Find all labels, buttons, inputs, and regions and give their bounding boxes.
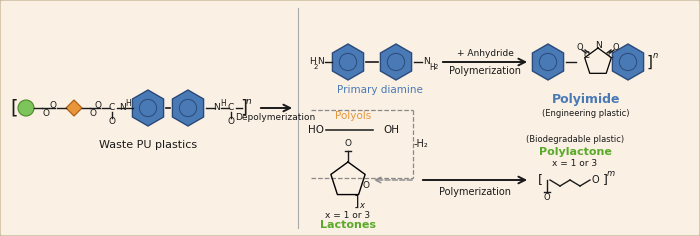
Text: Waste PU plastics: Waste PU plastics	[99, 140, 197, 150]
Text: Polylactone: Polylactone	[538, 147, 611, 157]
Text: O: O	[577, 43, 583, 52]
Text: (Biodegradable plastic): (Biodegradable plastic)	[526, 135, 624, 144]
Text: Depolymerization: Depolymerization	[235, 114, 315, 122]
Text: Polyols: Polyols	[335, 111, 371, 121]
Polygon shape	[332, 44, 363, 80]
Polygon shape	[533, 44, 564, 80]
Text: O: O	[612, 43, 620, 52]
Text: O: O	[228, 118, 234, 126]
Text: n: n	[652, 51, 657, 59]
Text: N: N	[423, 58, 429, 67]
Text: x: x	[360, 202, 365, 211]
Text: O: O	[90, 110, 97, 118]
Text: OH: OH	[383, 125, 399, 135]
Text: HO: HO	[308, 125, 324, 135]
Text: ]: ]	[603, 173, 608, 186]
Text: N: N	[316, 58, 323, 67]
Text: C: C	[607, 51, 613, 60]
Text: O: O	[544, 194, 550, 202]
Text: O: O	[50, 101, 57, 110]
Text: ]: ]	[241, 99, 248, 117]
Text: O: O	[94, 101, 101, 110]
Text: 2: 2	[314, 64, 318, 70]
Polygon shape	[132, 90, 164, 126]
Text: x = 1 or 3: x = 1 or 3	[326, 211, 370, 219]
Text: ]: ]	[354, 195, 358, 209]
Text: (Engineering plastic): (Engineering plastic)	[542, 109, 630, 118]
Circle shape	[18, 100, 34, 116]
Text: n: n	[246, 97, 252, 105]
Text: C: C	[228, 104, 234, 113]
Text: O: O	[43, 110, 50, 118]
Text: -H₂: -H₂	[414, 139, 428, 149]
Text: N: N	[214, 104, 220, 113]
Text: m: m	[607, 169, 615, 178]
Text: Primary diamine: Primary diamine	[337, 85, 423, 95]
Text: ]: ]	[647, 55, 653, 69]
Text: H: H	[309, 58, 316, 67]
Text: O: O	[363, 181, 370, 190]
Text: + Anhydride: + Anhydride	[456, 49, 513, 58]
Text: Polymerization: Polymerization	[449, 66, 521, 76]
Text: N: N	[594, 42, 601, 51]
Text: O: O	[344, 139, 351, 148]
Polygon shape	[172, 90, 204, 126]
Text: Lactones: Lactones	[320, 220, 376, 230]
Polygon shape	[66, 100, 82, 116]
Text: H: H	[125, 98, 131, 108]
Text: Polyimide: Polyimide	[552, 93, 620, 106]
Text: H: H	[429, 63, 435, 72]
Text: H: H	[220, 98, 226, 108]
Text: [: [	[10, 98, 18, 118]
Text: O: O	[108, 118, 116, 126]
Text: x = 1 or 3: x = 1 or 3	[552, 160, 598, 169]
Polygon shape	[612, 44, 643, 80]
Text: Polymerization: Polymerization	[439, 187, 511, 197]
Text: [: [	[538, 173, 542, 186]
Text: C: C	[109, 104, 115, 113]
Text: O: O	[592, 175, 598, 185]
Text: C: C	[583, 51, 589, 60]
Text: 2: 2	[434, 64, 438, 70]
Polygon shape	[380, 44, 412, 80]
Text: N: N	[118, 104, 125, 113]
